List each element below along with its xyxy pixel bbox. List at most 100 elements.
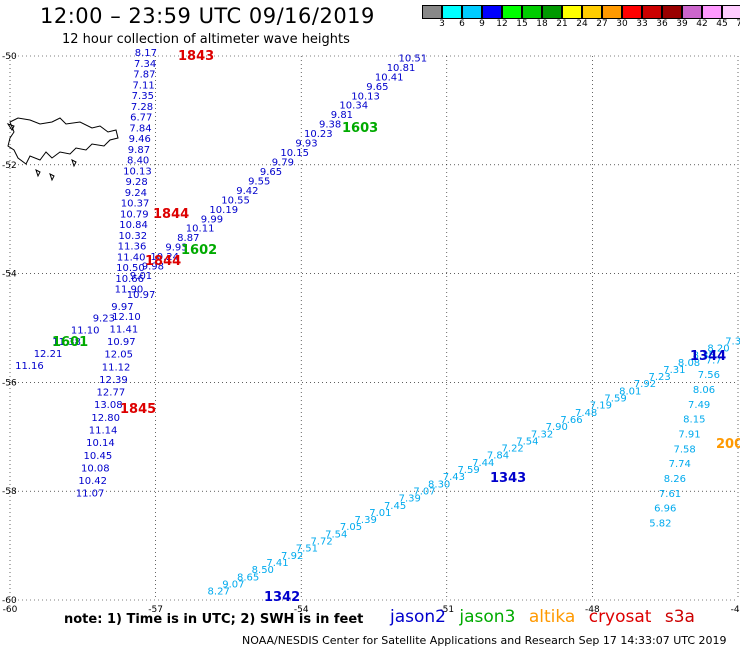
swh-value: 7.11 (132, 80, 154, 91)
swh-value: 9.81 (331, 110, 353, 121)
y-tick-label: -58 (2, 487, 17, 497)
swh-value: 8.20 (707, 343, 729, 354)
colorbar-tick-label: 18 (536, 19, 548, 29)
satellite-legend: jason2 jason3 altika cryosat s3a (390, 607, 703, 627)
swh-value: 9.98 (142, 262, 164, 273)
swh-value: 7.51 (296, 544, 318, 555)
swh-value: 10.23 (304, 129, 333, 140)
colorbar-swatch (702, 5, 722, 19)
swh-value: 9.93 (295, 139, 317, 150)
swh-value: 10.97 (127, 290, 156, 301)
orbit-label: 1845 (120, 402, 156, 417)
swh-value: 10.66 (115, 274, 144, 285)
swh-value: 9.07 (222, 579, 244, 590)
x-tick-label: -54 (294, 605, 309, 615)
colorbar-swatch (522, 5, 542, 19)
swh-value: 8.01 (619, 386, 641, 397)
chart-subtitle: 12 hour collection of altimeter wave hei… (62, 32, 350, 47)
colorbar-swatch (502, 5, 522, 19)
swh-value: 7.84 (487, 451, 509, 462)
axis-tick-labels: -60 -57 -54 -51 -48 -45 -50 -52 -54 -56 -58 -60 (2, 52, 740, 615)
swh-value: 8.30 (428, 479, 450, 490)
swh-value: 10.19 (209, 205, 238, 216)
swh-value: 7.59 (604, 394, 626, 405)
swh-value: 7.34 (134, 59, 156, 70)
swh-value: 7.61 (659, 489, 681, 500)
colorbar-tick-label: 39 (676, 19, 688, 29)
swh-value: 7.90 (546, 422, 568, 433)
swh-value: 7.91 (678, 430, 700, 441)
swh-value: 7.45 (384, 501, 406, 512)
swh-value: 11.38 (52, 337, 81, 348)
swh-value: 6.96 (654, 504, 676, 515)
swh-value: 12.05 (104, 350, 133, 361)
swh-value: 7.72 (310, 537, 332, 548)
colorbar-swatch (562, 5, 582, 19)
swh-value: 10.79 (120, 209, 149, 220)
swh-value: 10.45 (84, 451, 113, 462)
orbit-label: 200 (716, 437, 740, 452)
swh-value: 10.24 (150, 252, 179, 263)
colorbar-swatch (442, 5, 462, 19)
swh-value: 8.87 (177, 233, 199, 244)
colorbar-tick-label: 15 (516, 19, 528, 29)
swh-value: 7.41 (266, 558, 288, 569)
coastline-falkland-islands (6, 117, 119, 182)
legend-jason3: jason3 (459, 607, 516, 627)
swh-value: 9.55 (248, 176, 270, 187)
swh-value: 9.28 (125, 177, 147, 188)
colorbar-swatch (642, 5, 662, 19)
swh-value: 10.15 (280, 148, 309, 159)
page-title: 12:00 – 23:59 UTC 09/16/2019 (40, 4, 375, 28)
swh-value: 8.50 (252, 565, 274, 576)
swh-value: 11.14 (89, 425, 118, 436)
swh-value: 7.54 (325, 529, 347, 540)
swh-value: 10.34 (339, 101, 368, 112)
swh-value: 11.90 (115, 285, 144, 296)
colorbar-swatch (722, 5, 740, 19)
swh-value: 9.38 (319, 120, 341, 131)
swh-value: 9.65 (260, 167, 282, 178)
swh-value: 7.35 (132, 91, 154, 102)
swh-value: 11.12 (102, 362, 131, 373)
swh-value: 10.11 (186, 224, 215, 235)
swh-value: 8.26 (664, 474, 686, 485)
altimeter-tracks: 8.177.347.877.117.357.286.777.849.469.87… (15, 48, 740, 598)
colorbar-swatch (542, 5, 562, 19)
swh-value: 10.14 (86, 438, 115, 449)
swh-value: 10.81 (387, 63, 416, 74)
swh-value: 7.59 (457, 465, 479, 476)
x-tick-label: -51 (439, 605, 454, 615)
orbit-label: 1344 (690, 349, 726, 364)
colorbar-swatch (682, 5, 702, 19)
swh-value: 7.23 (649, 372, 671, 383)
swh-value: 9.79 (272, 158, 294, 169)
swh-value: 11.16 (15, 361, 44, 372)
y-tick-label: -54 (2, 270, 17, 280)
swh-value: 7.39 (355, 515, 377, 526)
swh-value: 11.07 (76, 489, 105, 500)
colorbar-tick-label: 45 (716, 19, 728, 29)
orbit-label: 1843 (178, 49, 214, 64)
orbit-label: 1603 (342, 121, 378, 136)
swh-value: 12.80 (91, 413, 120, 424)
colorbar-swatch (662, 5, 682, 19)
x-tick-label: -48 (585, 605, 600, 615)
orbit-label: 1601 (52, 335, 88, 350)
note-text: note: 1) Time is in UTC; 2) SWH is in fe… (64, 612, 364, 627)
y-tick-label: -60 (2, 596, 17, 606)
colorbar-tick-label: 9 (479, 19, 485, 29)
swh-value: 8.35 (693, 351, 715, 362)
swh-value: 7.74 (669, 459, 691, 470)
colorbar-swatch (622, 5, 642, 19)
credit-line: NOAA/NESDIS Center for Satellite Applica… (242, 634, 727, 647)
swh-value: 7.44 (472, 458, 494, 469)
swh-value: 9.23 (93, 314, 115, 325)
swh-value: 6.77 (130, 113, 152, 124)
x-tick-label: -45 (731, 605, 740, 615)
colorbar-tick-label: 6 (459, 19, 465, 29)
grid (9, 55, 739, 601)
swh-value: 10.42 (78, 476, 107, 487)
swh-value: 10.32 (118, 231, 147, 242)
